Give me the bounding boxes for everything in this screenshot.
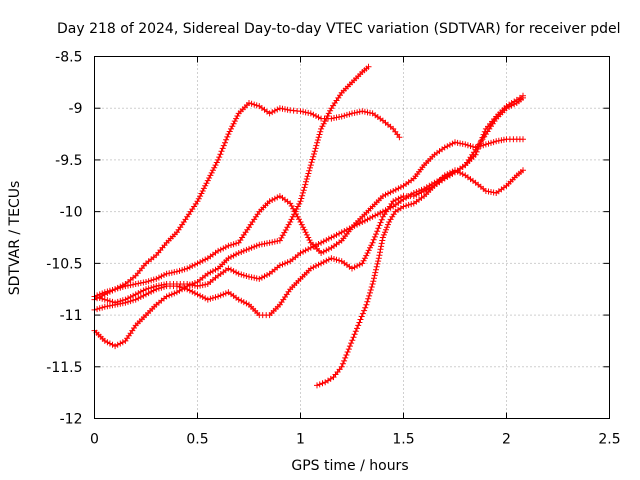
y-tick-label: -10 xyxy=(60,205,83,221)
x-axis-label: GPS time / hours xyxy=(291,458,408,474)
series-b xyxy=(91,63,372,350)
data-series xyxy=(91,63,526,389)
x-tick-label: 2 xyxy=(502,432,511,448)
point-markers xyxy=(91,63,372,350)
y-tick-label: -9.5 xyxy=(55,153,82,169)
series-c xyxy=(91,136,526,300)
series-trace xyxy=(94,97,524,316)
point-markers xyxy=(314,167,526,389)
x-tick-label: 2.5 xyxy=(598,432,620,448)
y-axis-label: SDTVAR / TECUs xyxy=(7,181,23,296)
series-d xyxy=(91,92,526,306)
series-a xyxy=(91,100,403,303)
x-tick-label: 1 xyxy=(296,432,305,448)
chart-title: Day 218 of 2024, Sidereal Day-to-day VTE… xyxy=(57,21,621,37)
y-tick-label: -11 xyxy=(60,308,83,324)
y-tick-label: -11.5 xyxy=(46,360,82,376)
x-tick-label: 0 xyxy=(90,432,99,448)
y-tick-label: -9 xyxy=(69,101,83,117)
y-tick-label: -8.5 xyxy=(55,50,82,66)
point-markers xyxy=(91,100,403,303)
axis-ticks: 0 0.5 1 1.5 2 2.5 -12 -11.5 -11 -10.5 -10 -9.5 -9 -8.… xyxy=(46,50,620,448)
y-tick-label: -12 xyxy=(60,412,83,428)
y-tick-label: -10.5 xyxy=(46,256,82,272)
plot-frame xyxy=(94,56,610,419)
grid-lines xyxy=(94,56,610,419)
x-tick-label: 1.5 xyxy=(392,432,414,448)
series-f xyxy=(314,167,526,389)
x-tick-label: 0.5 xyxy=(186,432,208,448)
point-markers xyxy=(91,136,526,300)
point-markers xyxy=(91,92,526,306)
